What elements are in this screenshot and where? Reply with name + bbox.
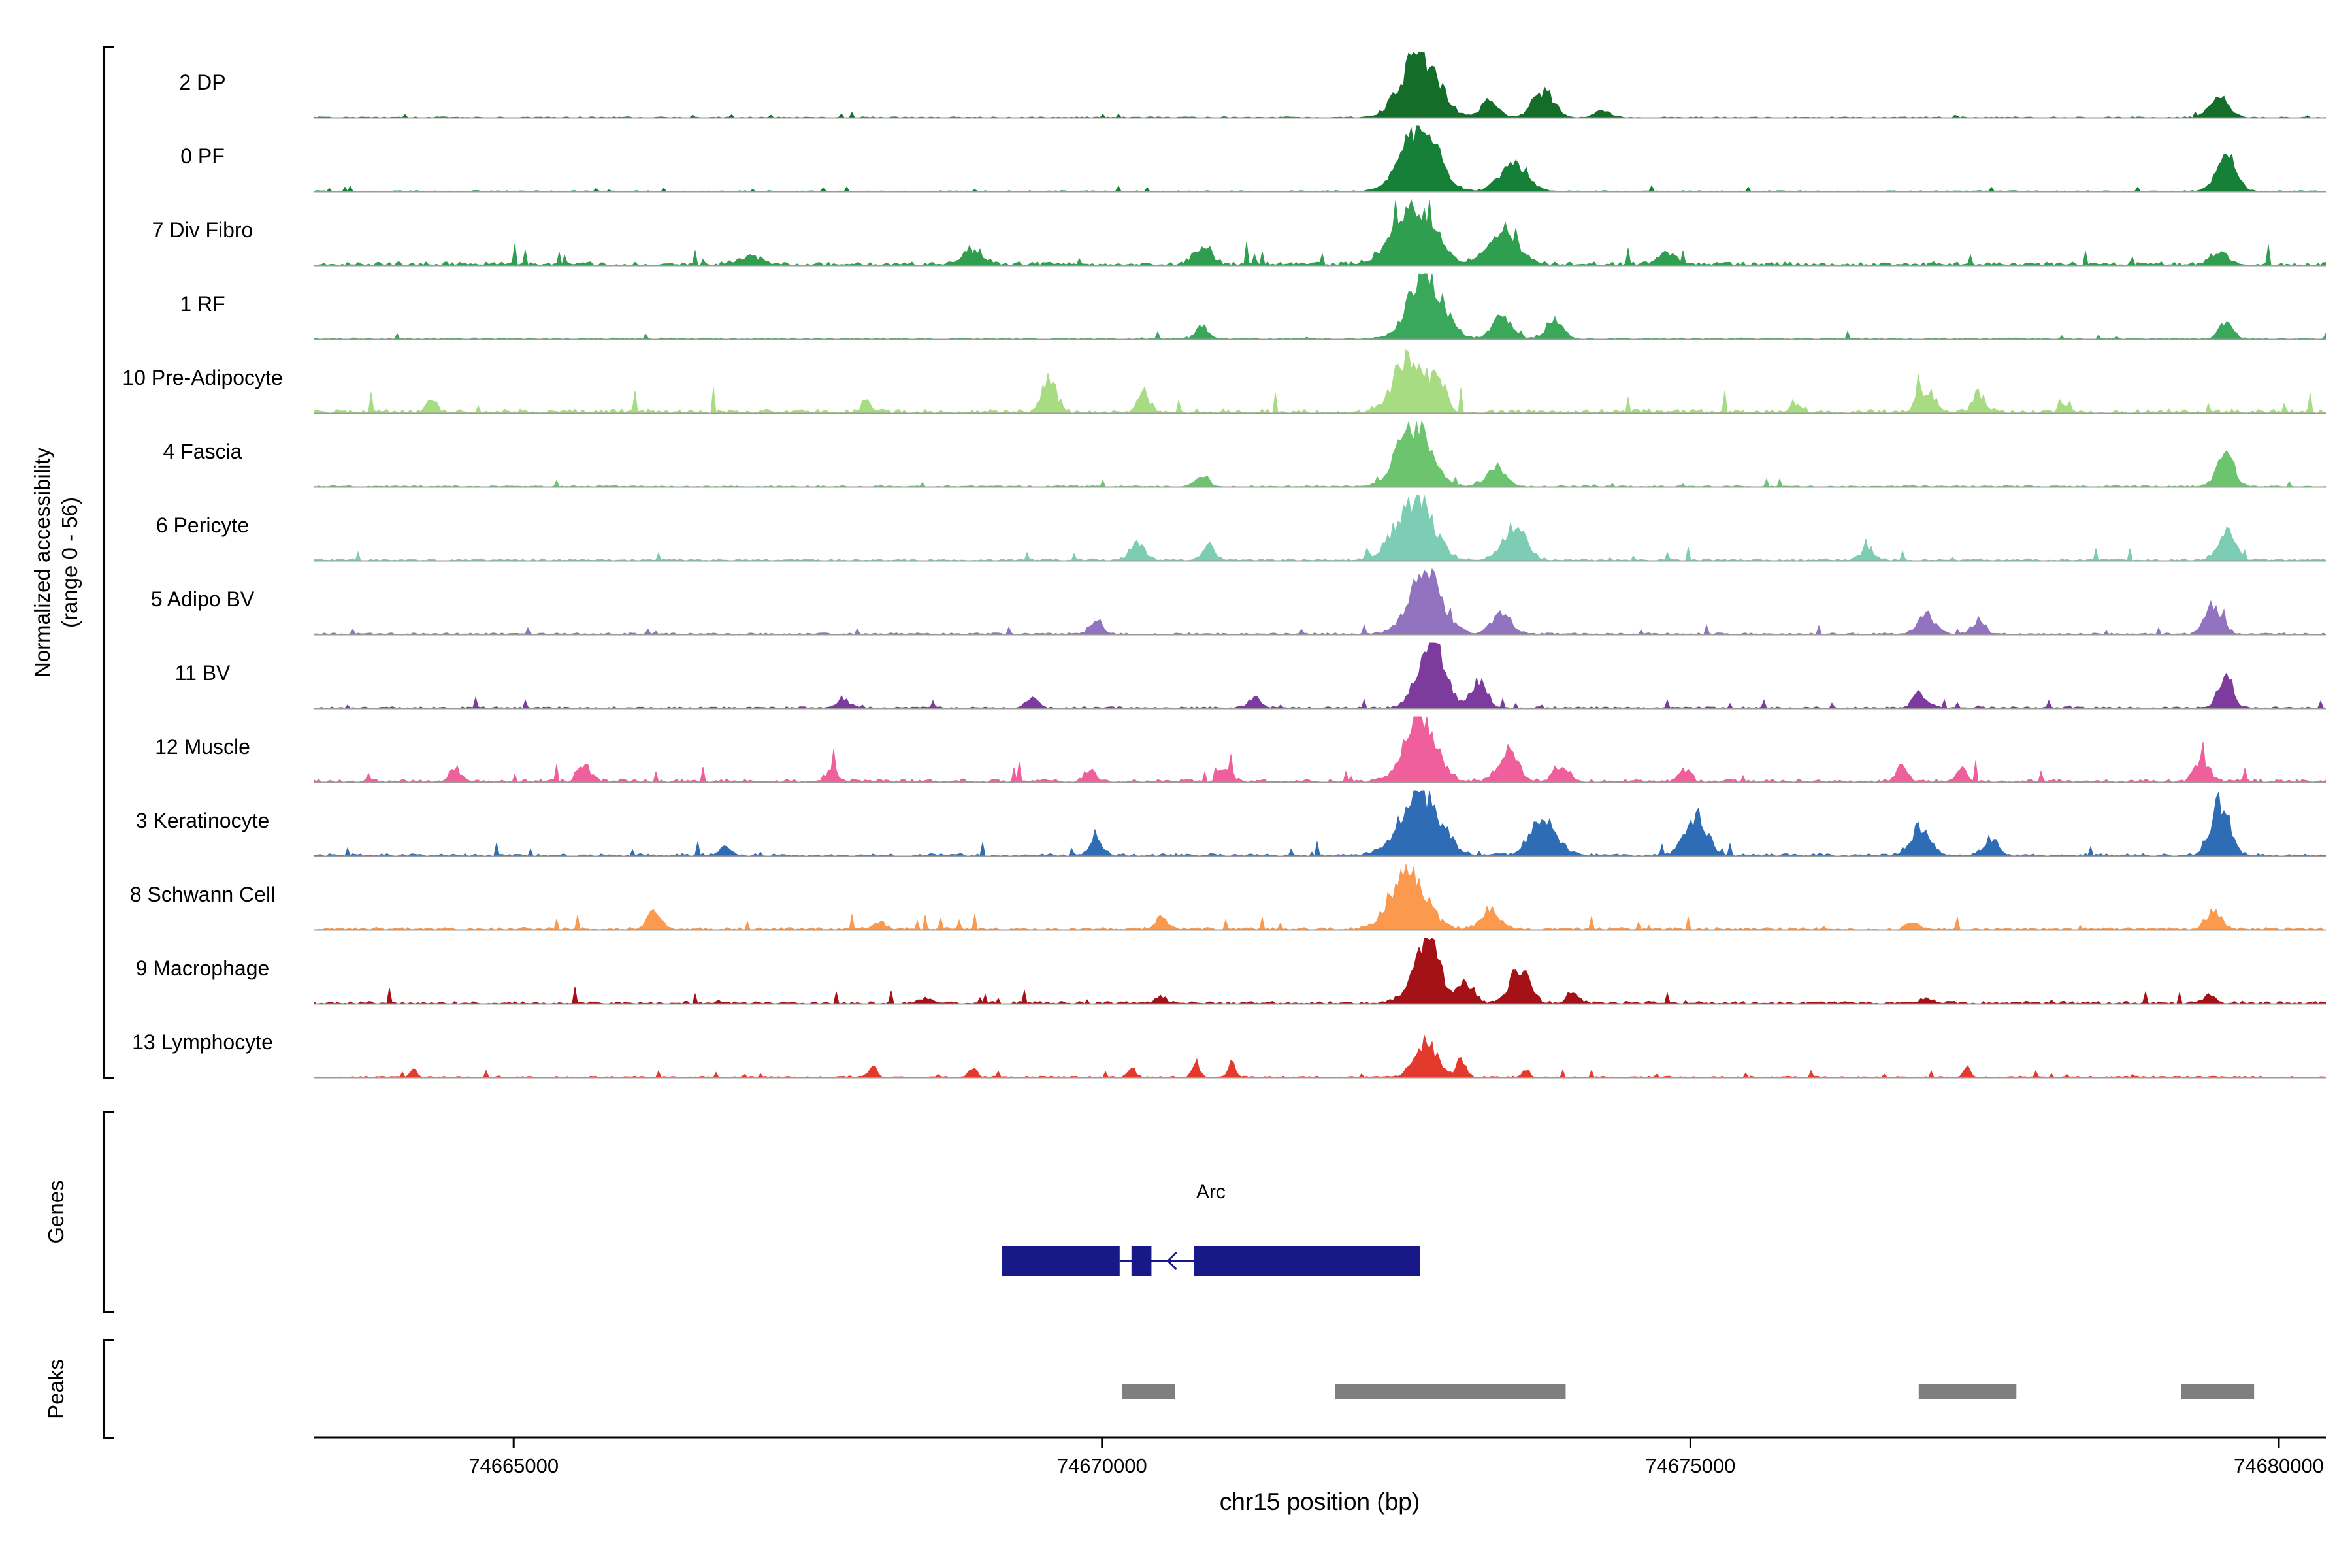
track-row-10-pre-adipocyte: 10 Pre-Adipocyte	[0, 341, 2352, 415]
signal-polygon	[314, 125, 2326, 193]
track-row-1-rf: 1 RF	[0, 267, 2352, 341]
x-axis-tick-label: 74665000	[468, 1454, 559, 1477]
track-signal-area	[314, 125, 2326, 193]
track-label: 3 Keratinocyte	[135, 809, 270, 832]
genes-axis-bracket	[103, 1111, 114, 1313]
track-label: 8 Schwann Cell	[129, 883, 276, 906]
x-axis-svg: 74665000 74670000 74675000 74680000	[314, 1436, 2326, 1477]
track-signal-area	[314, 52, 2326, 119]
signal-polygon	[314, 273, 2326, 340]
track-row-13-lymphocyte: 13 Lymphocyte	[0, 1005, 2352, 1079]
signal-polygon	[314, 348, 2326, 414]
track-label: 1 RF	[180, 292, 225, 316]
track-label: 4 Fascia	[163, 440, 242, 463]
signal-polygon	[314, 938, 2326, 1004]
signal-polygon	[314, 199, 2326, 267]
track-row-3-keratinocyte: 3 Keratinocyte	[0, 784, 2352, 858]
gene-track-svg: Arc	[1002, 1181, 1420, 1276]
x-axis-title: chr15 position (bp)	[1219, 1488, 1420, 1515]
x-axis-tick-label: 74680000	[2234, 1454, 2324, 1477]
signal-polygon	[314, 716, 2326, 783]
track-signal-area	[314, 938, 2326, 1005]
accessibility-tracks-panel: 2 DP 0 PF 7 Div Fibro 1 RF 10 Pre-Adipocyte 4…	[0, 46, 2352, 1079]
peak-interval	[1335, 1384, 1566, 1399]
track-label: 0 PF	[180, 144, 225, 168]
x-axis: 74665000 74670000 74675000 74680000	[0, 1435, 2352, 1500]
x-axis-tick-label: 74675000	[1645, 1454, 1735, 1477]
track-row-7-div-fibro: 7 Div Fibro	[0, 193, 2352, 267]
track-signal-area	[314, 642, 2326, 710]
track-row-4-fascia: 4 Fascia	[0, 415, 2352, 489]
gene-exon	[1002, 1246, 1120, 1276]
track-signal-area	[314, 864, 2326, 931]
gene-name-label: Arc	[1196, 1181, 1226, 1203]
track-signal-area	[314, 199, 2326, 267]
track-signal-area	[314, 420, 2326, 488]
x-axis-tick-label: 74670000	[1057, 1454, 1147, 1477]
track-signal-area	[314, 716, 2326, 783]
track-label: 5 Adipo BV	[150, 587, 255, 611]
track-signal-area	[314, 790, 2326, 857]
genes-section-label: Genes	[44, 1180, 68, 1244]
signal-polygon	[314, 1035, 2326, 1078]
signal-polygon	[314, 642, 2326, 709]
track-label: 6 Pericyte	[155, 514, 250, 537]
track-signal-area	[314, 348, 2326, 414]
signal-polygon	[314, 864, 2326, 930]
track-label: 10 Pre-Adipocyte	[122, 366, 283, 389]
track-signal-area	[314, 495, 2326, 562]
track-row-5-adipo-bv: 5 Adipo BV	[0, 563, 2352, 636]
track-signal-area	[314, 273, 2326, 340]
gene-strand-arrow-icon	[1166, 1251, 1177, 1271]
signal-polygon	[314, 790, 2326, 857]
peak-interval	[1122, 1384, 1175, 1399]
tracks-axis-bracket	[103, 46, 114, 1079]
track-label: 7 Div Fibro	[152, 218, 253, 242]
peaks-axis-bracket	[103, 1339, 114, 1439]
track-row-2-dp: 2 DP	[0, 46, 2352, 120]
track-row-6-pericyte: 6 Pericyte	[0, 489, 2352, 563]
track-label: 12 Muscle	[155, 735, 250, 759]
track-label: 11 BV	[174, 661, 231, 685]
gene-exon	[1131, 1246, 1152, 1276]
gene-track: Arc	[314, 1169, 2326, 1287]
track-label: 13 Lymphocyte	[132, 1030, 273, 1054]
peak-interval	[2181, 1384, 2255, 1399]
peak-track	[314, 1379, 2326, 1405]
signal-polygon	[314, 495, 2326, 561]
signal-polygon	[314, 568, 2326, 635]
signal-polygon	[314, 52, 2326, 118]
track-row-12-muscle: 12 Muscle	[0, 710, 2352, 784]
gene-exon	[1194, 1246, 1420, 1276]
peak-track-svg	[1122, 1384, 2255, 1399]
peaks-section-label: Peaks	[44, 1359, 68, 1419]
track-signal-area	[314, 1035, 2326, 1079]
signal-polygon	[314, 420, 2326, 487]
track-row-11-bv: 11 BV	[0, 636, 2352, 710]
track-label: 9 Macrophage	[135, 956, 270, 980]
peak-interval	[1918, 1384, 2017, 1399]
track-label: 2 DP	[179, 71, 226, 94]
track-row-0-pf: 0 PF	[0, 120, 2352, 193]
track-signal-area	[314, 568, 2326, 636]
track-row-8-schwann-cell: 8 Schwann Cell	[0, 858, 2352, 932]
track-row-9-macrophage: 9 Macrophage	[0, 932, 2352, 1005]
